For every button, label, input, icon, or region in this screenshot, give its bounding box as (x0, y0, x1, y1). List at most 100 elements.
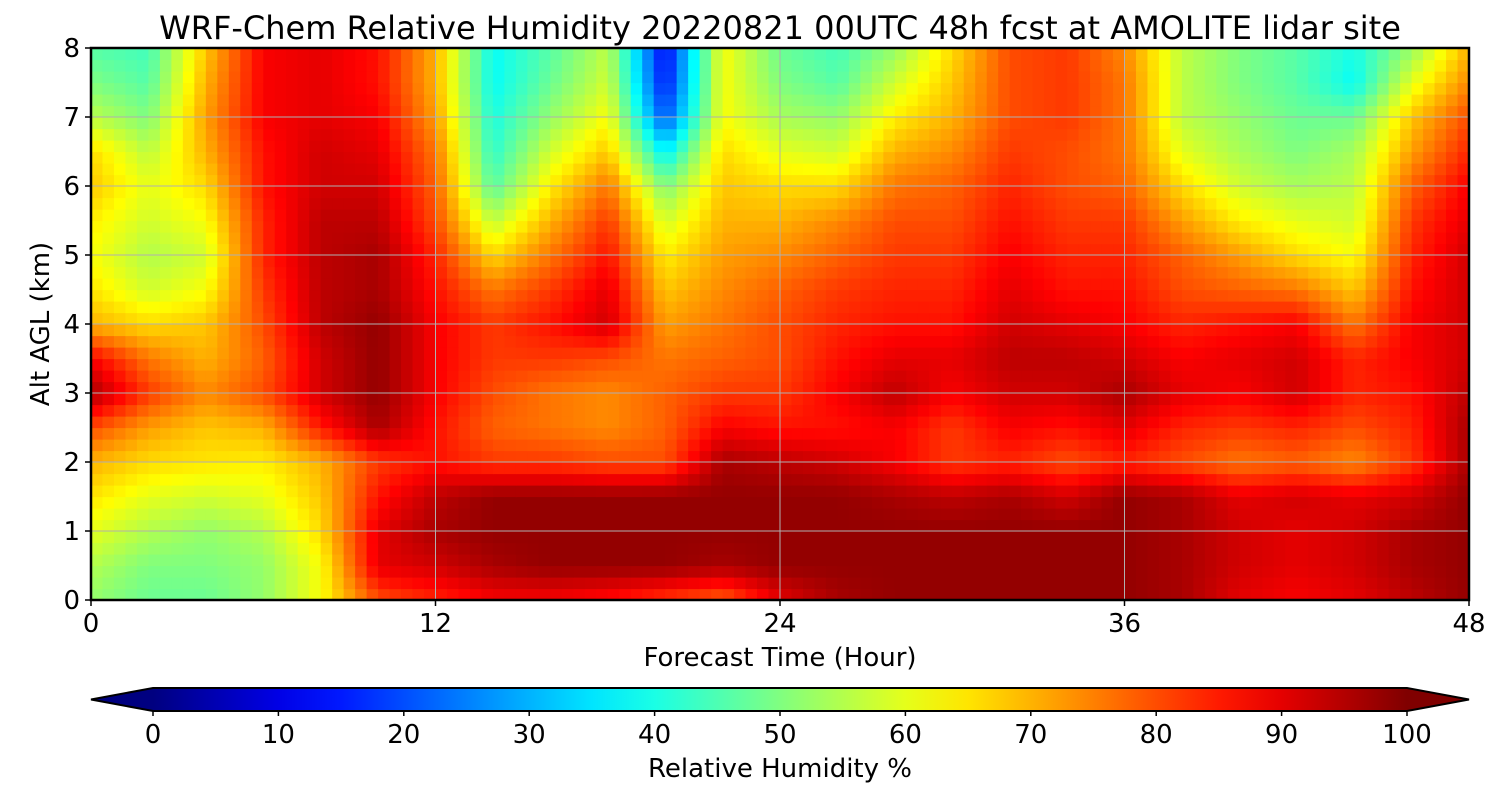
heatmap-cell (871, 335, 884, 348)
heatmap-cell (1354, 496, 1367, 509)
heatmap-cell (906, 416, 919, 429)
heatmap-cell (929, 496, 942, 509)
heatmap-cell (1296, 220, 1309, 233)
heatmap-cell (837, 347, 850, 360)
heatmap-cell (607, 312, 620, 325)
heatmap-cell (699, 335, 712, 348)
heatmap-cell (412, 255, 425, 268)
heatmap-cell (343, 588, 356, 600)
heatmap-cell (699, 197, 712, 210)
heatmap-cell (1044, 151, 1057, 164)
heatmap-cell (917, 588, 930, 600)
heatmap-cell (458, 243, 471, 256)
heatmap-cell (125, 324, 138, 337)
heatmap-cell (1262, 335, 1275, 348)
heatmap-cell (1354, 151, 1367, 164)
heatmap-cell (963, 324, 976, 337)
heatmap-cell (917, 174, 930, 187)
heatmap-cell (1158, 186, 1172, 199)
heatmap-cell (527, 508, 540, 521)
heatmap-cell (435, 197, 448, 210)
heatmap-cell (1009, 427, 1022, 440)
heatmap-cell (286, 473, 299, 486)
heatmap-cell (1101, 151, 1114, 164)
heatmap-cell (1285, 462, 1298, 475)
heatmap-cell (1239, 565, 1252, 578)
heatmap-cell (596, 473, 609, 486)
heatmap-cell (768, 278, 781, 291)
heatmap-cell (355, 427, 368, 440)
heatmap-cell (1354, 324, 1367, 337)
heatmap-cell (780, 266, 793, 279)
heatmap-cell (458, 140, 471, 153)
heatmap-cell (194, 289, 207, 302)
heatmap-cell (757, 140, 770, 153)
heatmap-cell (929, 370, 942, 383)
heatmap-cell (1170, 289, 1183, 302)
heatmap-cell (263, 370, 276, 383)
heatmap-cell (309, 450, 322, 463)
heatmap-cell (113, 174, 127, 187)
heatmap-cell (1354, 370, 1367, 383)
heatmap-cell (573, 220, 586, 233)
heatmap-cell (837, 186, 850, 199)
heatmap-cell (1204, 232, 1217, 245)
heatmap-cell (630, 324, 643, 337)
heatmap-cell (1170, 416, 1183, 429)
heatmap-cell (286, 347, 299, 360)
heatmap-cell (481, 186, 494, 199)
heatmap-cell (446, 462, 460, 475)
heatmap-cell (1273, 220, 1286, 233)
heatmap-cell (780, 128, 793, 141)
heatmap-cell (642, 255, 655, 268)
heatmap-cell (136, 197, 150, 210)
heatmap-cell (205, 209, 218, 222)
heatmap-cell (136, 140, 150, 153)
heatmap-cell (1090, 312, 1103, 325)
heatmap-cell (1113, 335, 1126, 348)
heatmap-cell (1090, 427, 1103, 440)
heatmap-cell (814, 519, 827, 532)
heatmap-cell (814, 393, 827, 406)
heatmap-cell (159, 381, 172, 394)
heatmap-cell (171, 381, 184, 394)
heatmap-cell (251, 232, 264, 245)
heatmap-cell (998, 485, 1011, 498)
heatmap-cell (917, 427, 930, 440)
heatmap-cell (1319, 289, 1332, 302)
heatmap-cell (527, 117, 540, 130)
heatmap-cell (1239, 577, 1252, 590)
heatmap-cell (596, 347, 609, 360)
heatmap-cell (1193, 209, 1206, 222)
heatmap-cell (274, 266, 287, 279)
heatmap-cell (768, 554, 781, 567)
heatmap-cell (688, 289, 701, 302)
heatmap-cell (883, 439, 896, 452)
heatmap-cell (355, 496, 368, 509)
heatmap-cell (561, 289, 574, 302)
heatmap-cell (871, 370, 884, 383)
heatmap-cell (848, 508, 861, 521)
heatmap-cell (343, 450, 356, 463)
heatmap-cell (1400, 393, 1413, 406)
heatmap-cell (998, 416, 1011, 429)
heatmap-cell (1135, 381, 1149, 394)
heatmap-cell (389, 174, 402, 187)
heatmap-cell (492, 577, 505, 590)
heatmap-cell (182, 335, 195, 348)
heatmap-cell (1308, 358, 1321, 371)
heatmap-cell (1296, 542, 1309, 555)
heatmap-cell (1250, 496, 1263, 509)
heatmap-cell (446, 393, 460, 406)
heatmap-cell (320, 197, 333, 210)
heatmap-cell (630, 416, 643, 429)
heatmap-cell (1400, 404, 1413, 417)
heatmap-cell (791, 554, 804, 567)
heatmap-cell (1434, 140, 1447, 153)
heatmap-cell (1044, 278, 1057, 291)
heatmap-cell (688, 243, 701, 256)
heatmap-cell (1147, 209, 1160, 222)
heatmap-cell (251, 209, 264, 222)
heatmap-cell (343, 381, 356, 394)
heatmap-cell (297, 496, 310, 509)
